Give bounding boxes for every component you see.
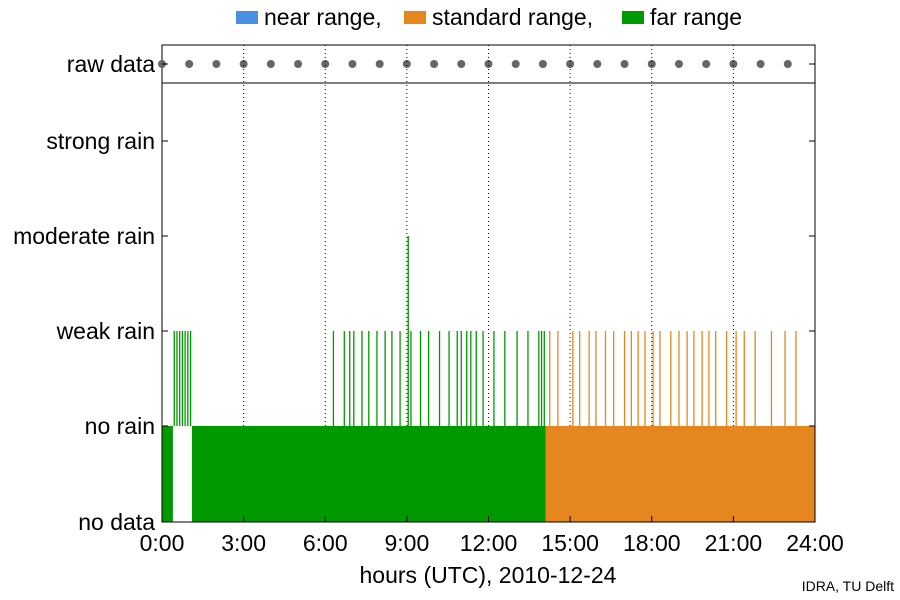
x-tick-label: 12:00: [460, 530, 518, 556]
raw-data-point-7: [348, 60, 357, 68]
raw-data-point-6: [321, 60, 330, 68]
x-tick-label: 24:00: [786, 530, 844, 556]
raw-data-point-8: [375, 60, 384, 68]
y-tick-label: no rain: [85, 413, 155, 439]
y-tick-label: weak rain: [56, 318, 155, 344]
legend-swatch-0: [236, 11, 258, 24]
raw-data-point-14: [538, 60, 547, 68]
legend-label-2: far range: [650, 4, 742, 30]
legend-swatch-2: [622, 11, 644, 24]
raw-data-point-13: [511, 60, 520, 68]
y-tick-label: moderate rain: [13, 223, 155, 249]
raw-data-point-15: [566, 60, 575, 68]
series-2-span-0: [162, 426, 173, 522]
x-axis-title: hours (UTC), 2010-12-24: [360, 562, 617, 588]
raw-data-point-21: [729, 60, 738, 68]
y-tick-label: raw data: [67, 51, 155, 77]
x-tick-label: 15:00: [541, 530, 599, 556]
raw-data-point-19: [674, 60, 683, 68]
series-2-span-1: [191, 426, 546, 522]
legend-swatch-1: [404, 11, 426, 24]
x-tick-label: 21:00: [705, 530, 763, 556]
raw-data-point-2: [212, 60, 221, 68]
x-tick-label: 18:00: [623, 530, 681, 556]
raw-data-point-20: [702, 60, 711, 68]
y-tick-label: no data: [78, 509, 155, 535]
x-tick-label: 6:00: [303, 530, 348, 556]
raw-data-point-12: [484, 60, 493, 68]
raw-data-point-9: [402, 60, 411, 68]
raw-data-point-5: [294, 60, 303, 68]
legend-label-1: standard range,: [432, 4, 593, 30]
raw-data-point-10: [430, 60, 439, 68]
raw-data-point-22: [756, 60, 765, 68]
raw-data-point-23: [783, 60, 792, 68]
x-tick-label: 3:00: [221, 530, 266, 556]
credit-text: IDRA, TU Delft: [801, 578, 894, 594]
raw-data-panel: [158, 44, 816, 84]
raw-data-point-3: [239, 60, 248, 68]
x-axis-labels: 0:00 3:00 6:00 9:00 12:00 15:00 18:00 21:00 24:0…: [140, 516, 844, 556]
y-tick-label: strong rain: [46, 128, 155, 154]
raw-data-point-17: [620, 60, 629, 68]
x-tick-label: 9:00: [384, 530, 429, 556]
legend-label-0: near range,: [264, 4, 382, 30]
series-1-span-0: [545, 426, 815, 522]
raw-data-point-1: [185, 60, 194, 68]
x-tick-label: 0:00: [140, 530, 185, 556]
y-axis-labels: no data no rain weak rain moderate rain stro…: [13, 51, 815, 535]
legend: near range, standard range, far range: [236, 4, 742, 30]
raw-data-point-11: [457, 60, 466, 68]
raw-data-point-16: [593, 60, 602, 68]
raw-data-point-4: [266, 60, 275, 68]
raw-data-point-18: [647, 60, 656, 68]
main-plot: [161, 45, 816, 523]
